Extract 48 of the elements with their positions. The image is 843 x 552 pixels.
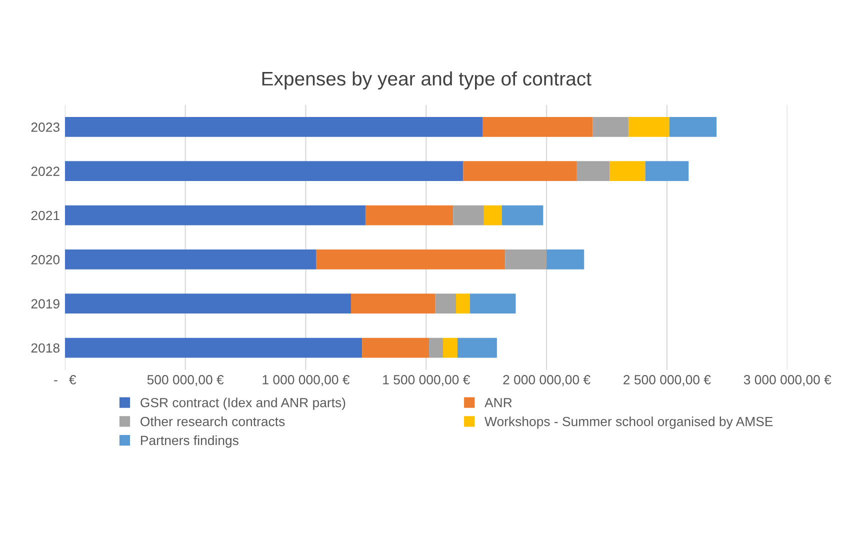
bar — [64, 250, 316, 270]
legend-label: Workshops - Summer school organised by AMSE — [484, 416, 773, 429]
bar — [442, 338, 458, 358]
x-tick-label: 1 000 000,00 € — [262, 375, 350, 386]
bar — [64, 338, 362, 358]
bar — [429, 338, 443, 358]
bar — [365, 205, 454, 226]
x-tick-label: 3 000 000,00 € — [744, 375, 832, 386]
y-tick-label: 2018 — [31, 343, 60, 353]
bar — [546, 250, 584, 270]
bar — [482, 117, 593, 137]
y-tick-label: 2022 — [31, 166, 60, 176]
x-tick-label: - € — [54, 375, 76, 384]
bar — [64, 161, 464, 182]
bar — [484, 205, 502, 226]
bar — [362, 338, 430, 358]
bar — [457, 338, 497, 358]
bar — [628, 117, 670, 137]
bar — [592, 117, 628, 137]
y-tick-label: 2019 — [31, 299, 60, 309]
chart-title: Expenses by year and type of contract — [262, 71, 592, 90]
bar — [453, 205, 484, 226]
bar — [64, 117, 482, 137]
x-tick-label: 2 000 000,00 € — [503, 375, 590, 386]
legend-label: GSR contract (Idex and ANR parts) — [140, 398, 346, 410]
bar — [470, 294, 516, 314]
x-tick-label: 2 500 000,00 € — [624, 375, 711, 386]
bar — [435, 294, 456, 314]
y-tick-label: 2020 — [31, 255, 60, 264]
bar — [669, 117, 717, 137]
legend-label: ANR — [484, 398, 512, 408]
x-tick-label: 1 500 000,00 € — [383, 375, 470, 386]
bar — [502, 205, 544, 226]
bar — [316, 250, 506, 270]
bar — [351, 294, 436, 314]
x-tick-label: 500 000,00 € — [147, 375, 224, 386]
bar — [576, 161, 610, 182]
bar — [64, 294, 351, 314]
bar — [456, 294, 470, 314]
y-tick-label: 2021 — [31, 210, 60, 220]
bar — [463, 161, 577, 182]
legend-label: Other research contracts — [140, 416, 285, 426]
y-tick-label: 2023 — [31, 122, 60, 132]
bar — [64, 205, 366, 226]
bar — [610, 161, 646, 182]
legend-label: Partners findings — [141, 435, 238, 448]
bar — [645, 161, 689, 182]
bar — [505, 250, 547, 270]
